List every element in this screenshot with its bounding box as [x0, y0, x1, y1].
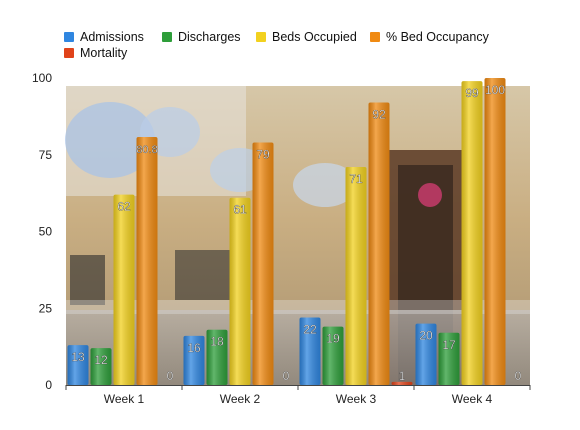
- bar-sheen: [438, 332, 460, 385]
- data-label: 1: [399, 369, 406, 383]
- data-label: 12: [94, 353, 108, 367]
- data-label: 0: [167, 369, 174, 383]
- background-photo: [65, 86, 530, 385]
- data-label: 62: [117, 200, 131, 214]
- x-axis: Week 1 Week 2 Week 3 Week 4: [65, 385, 531, 406]
- legend-label-discharges: Discharges: [178, 30, 241, 44]
- bar-sheen: [67, 345, 89, 385]
- bar-sheen: [136, 136, 158, 385]
- legend-label-beds-occupied: Beds Occupied: [272, 30, 357, 44]
- legend-swatch-discharges: [162, 32, 172, 42]
- legend-label-bed-occupancy-pct: % Bed Occupancy: [386, 30, 489, 44]
- bar-sheen: [415, 323, 437, 385]
- bar-sheen: [206, 329, 228, 385]
- legend-label-mortality: Mortality: [80, 46, 128, 60]
- legend-item-bed-occupancy-pct: % Bed Occupancy: [370, 30, 489, 44]
- data-label: 61: [233, 203, 247, 217]
- data-label: 22: [303, 322, 317, 336]
- data-label: 13: [71, 350, 85, 364]
- data-label: 19: [326, 332, 340, 346]
- legend-item-mortality: Mortality: [64, 46, 127, 60]
- bar-sheen: [368, 102, 390, 385]
- data-labels: 13 12 62 80.8 0 16 18 61 79 0 22 19 71 92 1 20 17 99 100 0: [71, 83, 522, 383]
- data-label: 100: [485, 83, 505, 97]
- data-label: 79: [256, 147, 270, 161]
- data-label: 18: [210, 335, 224, 349]
- x-tick-label: Week 4: [452, 392, 493, 406]
- x-tick-label: Week 1: [104, 392, 145, 406]
- data-label: 71: [349, 172, 363, 186]
- legend-swatch-beds-occupied: [256, 32, 266, 42]
- data-label: 17: [442, 338, 456, 352]
- y-axis: 0 25 50 75 100: [32, 71, 52, 392]
- data-label: 0: [515, 369, 522, 383]
- y-tick-label: 25: [39, 301, 53, 315]
- data-label: 0: [283, 369, 290, 383]
- bar-sheen: [299, 317, 321, 385]
- bar-sheen: [229, 197, 251, 385]
- bar-sheen: [252, 142, 274, 385]
- bar-sheen: [90, 348, 112, 385]
- data-label: 99: [465, 86, 479, 100]
- y-tick-label: 75: [39, 148, 53, 162]
- data-label: 20: [419, 329, 433, 343]
- data-label: 16: [187, 341, 201, 355]
- data-label: 80.8: [136, 144, 157, 156]
- bar-sheen: [183, 335, 205, 385]
- x-tick-label: Week 3: [336, 392, 377, 406]
- y-tick-label: 50: [39, 225, 53, 239]
- legend-item-discharges: Discharges: [162, 30, 241, 44]
- bar-sheen: [322, 326, 344, 385]
- bar-sheen: [113, 194, 135, 385]
- legend-swatch-bed-occupancy-pct: [370, 32, 380, 42]
- bar-sheen: [391, 381, 413, 385]
- x-tick-label: Week 2: [220, 392, 261, 406]
- legend-item-admissions: Admissions: [64, 30, 144, 44]
- bars: [67, 78, 506, 385]
- data-label: 92: [372, 108, 386, 122]
- legend-label-admissions: Admissions: [80, 30, 144, 44]
- legend-swatch-admissions: [64, 32, 74, 42]
- y-tick-label: 100: [32, 71, 52, 85]
- bar-sheen: [484, 78, 506, 385]
- legend-item-beds-occupied: Beds Occupied: [256, 30, 357, 44]
- y-tick-label: 0: [45, 378, 52, 392]
- legend-swatch-mortality: [64, 48, 74, 58]
- bar-sheen: [461, 81, 483, 385]
- bar-sheen: [345, 167, 367, 385]
